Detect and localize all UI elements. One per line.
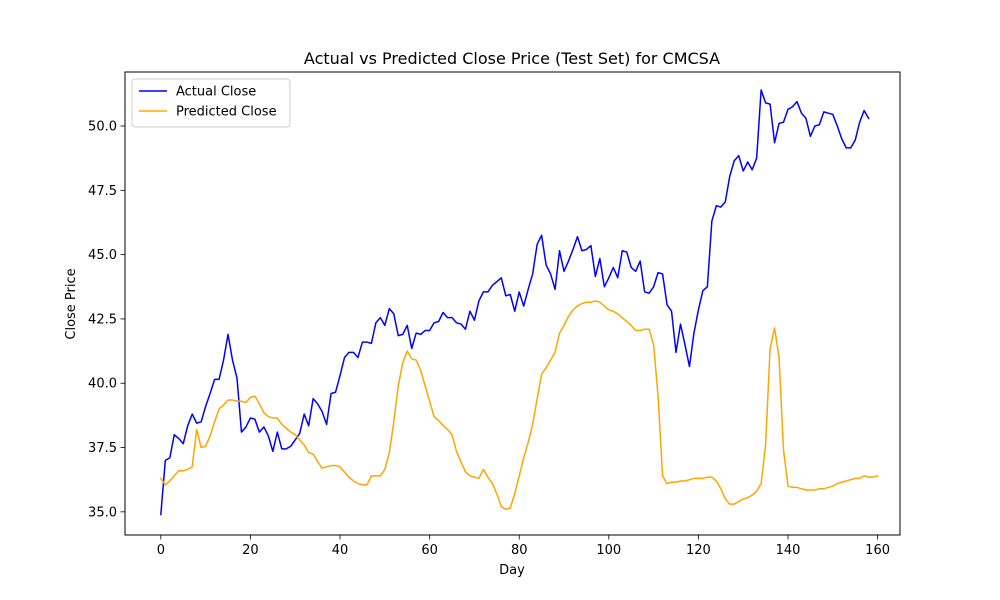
legend-label: Actual Close [176, 85, 256, 100]
series-line-predicted [159, 300, 879, 511]
y-tick-label: 40.0 [88, 377, 117, 392]
y-axis: 35.0 37.5 40.0 42.5 45.0 47.5 50.0 [88, 120, 125, 520]
legend: Actual Close Predicted Close [131, 78, 291, 128]
y-tick-label: 37.5 [88, 441, 117, 456]
chart-title: Actual vs Predicted Close Price (Test Se… [304, 49, 720, 68]
plot-area [124, 71, 901, 536]
legend-box [131, 78, 291, 128]
series-line-actual [160, 89, 870, 516]
x-tick-label: 80 [511, 543, 528, 558]
x-tick-label: 120 [686, 543, 711, 558]
y-tick-label: 47.5 [88, 184, 117, 199]
y-tick-label: 45.0 [88, 248, 117, 263]
series-layer [159, 89, 879, 516]
x-tick-label: 100 [596, 543, 621, 558]
y-axis-label: Close Price [64, 268, 79, 339]
x-tick-label: 140 [776, 543, 801, 558]
x-tick-label: 0 [157, 543, 165, 558]
x-tick-label: 40 [332, 543, 349, 558]
plot-frame [124, 71, 901, 536]
y-tick-label: 35.0 [88, 505, 117, 520]
x-axis: 0 20 40 60 80 100 120 140 160 [157, 535, 890, 558]
y-tick-label: 50.0 [88, 120, 117, 135]
x-tick-label: 60 [421, 543, 438, 558]
legend-label: Predicted Close [176, 105, 277, 120]
y-tick-label: 42.5 [88, 312, 117, 327]
x-tick-label: 20 [242, 543, 259, 558]
x-tick-label: 160 [865, 543, 890, 558]
x-axis-label: Day [499, 563, 525, 578]
